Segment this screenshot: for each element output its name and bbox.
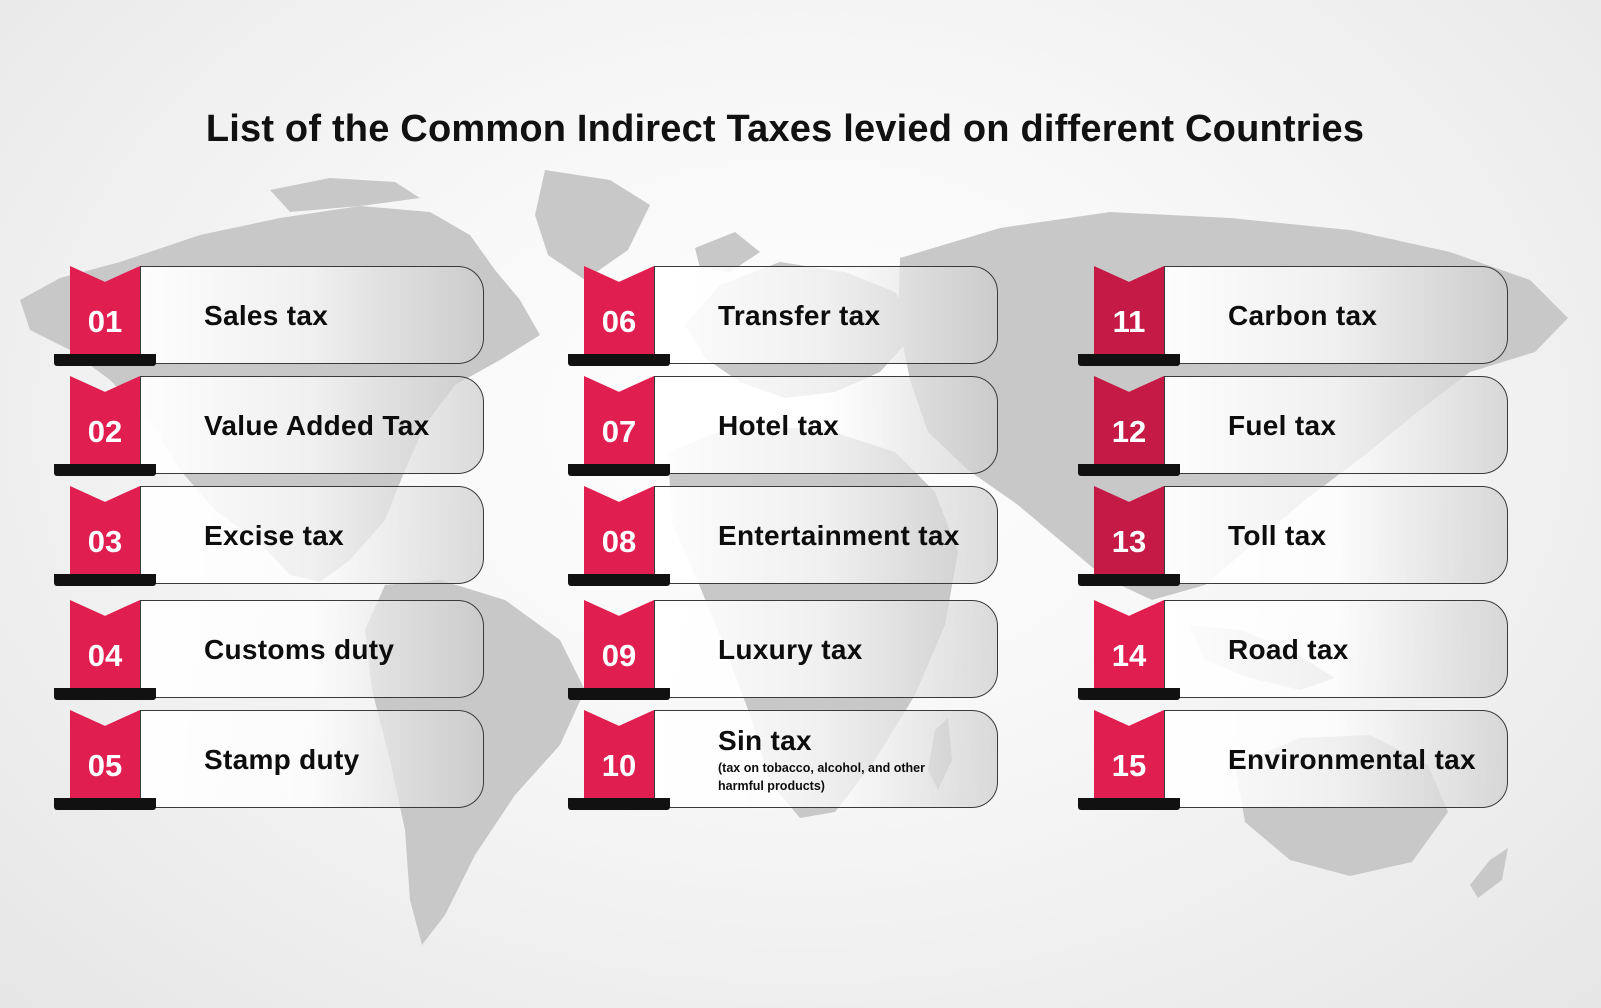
item-number: 01: [87, 304, 123, 339]
ribbon-base: [568, 354, 670, 366]
ribbon-base: [1078, 798, 1180, 810]
item-label: Toll tax: [1228, 520, 1327, 551]
item-card: [1164, 710, 1508, 808]
ribbon-base: [568, 688, 670, 700]
item-label: Transfer tax: [718, 300, 881, 331]
tax-item-14: 14 Road tax: [1078, 600, 1510, 702]
item-label: Luxury tax: [718, 634, 863, 665]
item-label: Fuel tax: [1228, 410, 1337, 441]
item-number: 14: [1111, 638, 1147, 673]
item-card: [140, 266, 484, 364]
tax-item-15: 15 Environmental tax: [1078, 710, 1510, 812]
item-card: [140, 710, 484, 808]
item-label-box: Luxury tax: [718, 600, 996, 700]
ribbon-base: [568, 798, 670, 810]
item-number: 06: [601, 304, 637, 339]
ribbon-base: [1078, 574, 1180, 586]
tax-item-06: 06 Transfer tax: [568, 266, 1000, 368]
item-card: [654, 486, 998, 584]
item-label: Entertainment tax: [718, 520, 960, 551]
tax-item-07: 07 Hotel tax: [568, 376, 1000, 478]
item-number: 04: [87, 638, 123, 673]
page-title: List of the Common Indirect Taxes levied…: [205, 108, 1365, 150]
item-number: 11: [1112, 304, 1146, 339]
tax-item-09: 09 Luxury tax: [568, 600, 1000, 702]
tax-item-11: 11 Carbon tax: [1078, 266, 1510, 368]
item-label-box: Sin tax (tax on tobacco, alcohol, and ot…: [718, 710, 996, 810]
ribbon-base: [54, 688, 156, 700]
item-label-box: Fuel tax: [1228, 376, 1506, 476]
tax-item-02: 02 Value Added Tax: [54, 376, 486, 478]
item-label: Customs duty: [204, 634, 395, 665]
item-label-box: Customs duty: [204, 600, 482, 700]
item-label: Stamp duty: [204, 744, 360, 775]
item-sublabel: (tax on tobacco, alcohol, and other harm…: [718, 761, 925, 793]
ribbon-base: [54, 798, 156, 810]
item-card: [1164, 486, 1508, 584]
item-number: 13: [1111, 524, 1147, 559]
item-label: Road tax: [1228, 634, 1349, 665]
item-label: Sales tax: [204, 300, 329, 331]
item-label-box: Stamp duty: [204, 710, 482, 810]
tax-item-04: 04 Customs duty: [54, 600, 486, 702]
item-number: 09: [601, 638, 637, 673]
item-number: 03: [87, 524, 123, 559]
item-label-box: Value Added Tax: [204, 376, 482, 476]
ribbon-base: [568, 574, 670, 586]
tax-item-08: 08 Entertainment tax: [568, 486, 1000, 588]
item-card: [1164, 266, 1508, 364]
item-number: 12: [1111, 414, 1147, 449]
ribbon-base: [1078, 688, 1180, 700]
ribbon-base: [568, 464, 670, 476]
item-label-box: Toll tax: [1228, 486, 1506, 586]
tax-item-13: 13 Toll tax: [1078, 486, 1510, 588]
item-card: [654, 710, 998, 808]
item-label-box: Entertainment tax: [718, 486, 996, 586]
item-card: [1164, 376, 1508, 474]
tax-item-10: 10 Sin tax (tax on tobacco, alcohol, and…: [568, 710, 1000, 812]
item-card: [140, 600, 484, 698]
tax-item-01: 01 Sales tax: [54, 266, 486, 368]
item-label-box: Carbon tax: [1228, 266, 1506, 366]
item-label-box: Hotel tax: [718, 376, 996, 476]
tax-item-03: 03 Excise tax: [54, 486, 486, 588]
item-label: Hotel tax: [718, 410, 839, 441]
item-number: 07: [601, 414, 637, 449]
item-card: [654, 266, 998, 364]
item-label-box: Environmental tax: [1228, 710, 1506, 810]
item-label-box: Transfer tax: [718, 266, 996, 366]
item-number: 02: [87, 414, 123, 449]
item-label-box: Road tax: [1228, 600, 1506, 700]
item-card: [1164, 600, 1508, 698]
item-card: [654, 376, 998, 474]
tax-item-12: 12 Fuel tax: [1078, 376, 1510, 478]
item-number: 08: [601, 524, 637, 559]
ribbon-base: [54, 354, 156, 366]
item-label: Carbon tax: [1228, 300, 1378, 331]
item-number: 05: [87, 748, 123, 783]
ribbon-base: [1078, 464, 1180, 476]
item-card: [140, 376, 484, 474]
item-label-box: Excise tax: [204, 486, 482, 586]
item-label: Value Added Tax: [204, 410, 430, 441]
item-label: Environmental tax: [1228, 744, 1476, 775]
item-card: [654, 600, 998, 698]
item-number: 15: [1111, 748, 1147, 783]
item-number: 10: [601, 748, 637, 783]
ribbon-base: [54, 464, 156, 476]
tax-item-05: 05 Stamp duty: [54, 710, 486, 812]
ribbon-base: [1078, 354, 1180, 366]
item-label: Excise tax: [204, 520, 344, 551]
item-label: Sin tax: [718, 725, 812, 756]
item-label-box: Sales tax: [204, 266, 482, 366]
ribbon-base: [54, 574, 156, 586]
item-card: [140, 486, 484, 584]
